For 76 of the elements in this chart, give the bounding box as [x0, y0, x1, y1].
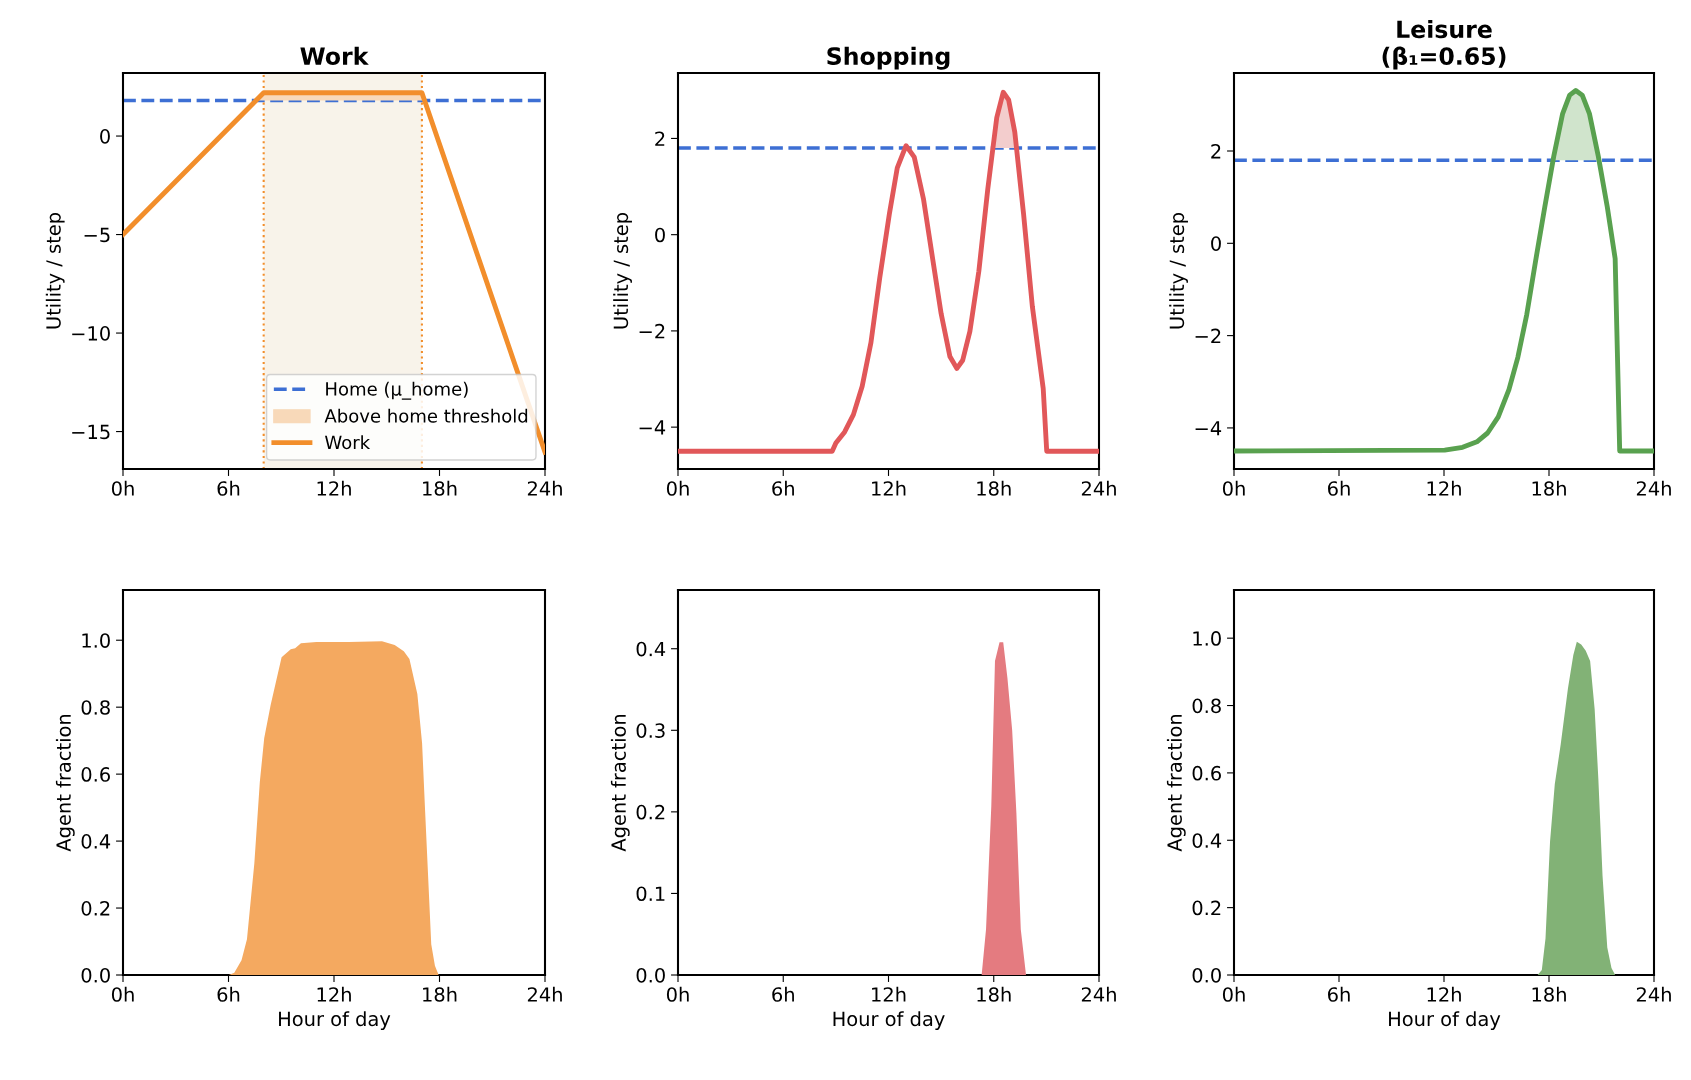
- y-tick-label: 1.0: [82, 633, 110, 648]
- x-tick-label: 0h: [666, 480, 689, 496]
- x-axis-title: Hour of day: [279, 1011, 391, 1030]
- x-axis-title: Hour of day: [1389, 1011, 1501, 1030]
- y-tick-label: 0.6: [1192, 765, 1221, 781]
- y-tick-label: 2: [655, 131, 665, 146]
- y-tick-label: 2: [1211, 143, 1221, 159]
- y-tick-label: 0.0: [1192, 967, 1221, 983]
- x-tick-label: 12h: [1427, 480, 1461, 496]
- x-tick-label: 12h: [872, 986, 906, 1002]
- y-tick-label: −4: [639, 420, 666, 435]
- x-tick-label: 18h: [1532, 986, 1566, 1002]
- x-tick-label: 0h: [111, 480, 134, 496]
- y-tick-label: −4: [1195, 421, 1222, 436]
- y-axis-title: Agent fraction: [55, 714, 75, 852]
- x-tick-label: 0h: [666, 986, 689, 1002]
- y-tick-label: 0.1: [636, 886, 665, 902]
- x-tick-label: 6h: [772, 480, 794, 496]
- x-tick-label: 6h: [1328, 986, 1350, 1002]
- x-tick-label: 0h: [1222, 986, 1245, 1002]
- y-axis-title: Agent fraction: [1166, 714, 1186, 852]
- y-tick-label: 0: [100, 129, 110, 144]
- y-axis-title: Utility / step: [45, 212, 65, 329]
- y-tick-label: 0.8: [1192, 698, 1221, 714]
- x-tick-label: 24h: [1636, 480, 1671, 496]
- y-axis-title: Utility / step: [613, 212, 632, 329]
- x-tick-label: 24h: [1081, 480, 1116, 496]
- y-tick-label: 0: [655, 227, 665, 243]
- x-tick-label: 18h: [977, 480, 1011, 496]
- y-axis-title: Agent fraction: [610, 714, 630, 852]
- legend-label: Work: [325, 435, 371, 450]
- y-tick-label: 0: [1211, 236, 1221, 251]
- line-series: [1234, 88, 1654, 454]
- x-tick-label: 12h: [1427, 986, 1461, 1002]
- x-tick-label: 24h: [527, 480, 562, 496]
- x-axis-title: Hour of day: [833, 1011, 945, 1030]
- x-tick-label: 6h: [772, 986, 794, 1002]
- y-tick-label: 0.4: [636, 641, 666, 657]
- y-tick-label: −15: [72, 424, 110, 440]
- chart-title: Leisure (β₁=0.65): [1382, 19, 1506, 70]
- x-tick-label: 12h: [317, 480, 351, 496]
- y-tick-label: 0.4: [1192, 833, 1222, 848]
- x-tick-label: 6h: [217, 986, 240, 1002]
- x-tick-label: 0h: [1222, 480, 1245, 496]
- y-tick-label: 0.2: [636, 804, 665, 820]
- x-tick-label: 18h: [423, 986, 457, 1002]
- y-tick-label: 0.3: [636, 723, 665, 738]
- x-tick-label: 12h: [317, 986, 351, 1002]
- y-tick-label: −2: [1195, 328, 1221, 343]
- legend-label: Above home threshold: [324, 408, 528, 423]
- x-tick-label: 0h: [111, 986, 134, 1002]
- line-series: [678, 89, 1099, 454]
- x-tick-label: 12h: [872, 480, 906, 496]
- y-tick-label: 0.2: [81, 901, 110, 916]
- x-tick-label: 24h: [1636, 986, 1671, 1002]
- y-axis-title: Utility / step: [1169, 212, 1188, 329]
- x-tick-label: 24h: [527, 986, 562, 1002]
- y-tick-label: 0.0: [636, 967, 665, 983]
- x-tick-label: 18h: [977, 986, 1011, 1002]
- y-tick-label: −10: [72, 326, 110, 341]
- y-tick-label: 0.4: [81, 834, 111, 849]
- legend-label: Home (μ_home): [326, 381, 468, 400]
- x-tick-label: 6h: [217, 480, 240, 496]
- x-tick-label: 24h: [1081, 986, 1116, 1002]
- y-tick-label: 0.8: [81, 700, 110, 715]
- y-tick-label: −5: [84, 227, 110, 243]
- chart-title: Shopping: [827, 46, 950, 70]
- chart-title: Work: [300, 46, 369, 65]
- x-tick-label: 6h: [1328, 480, 1350, 496]
- y-tick-label: 1.0: [1193, 631, 1221, 646]
- y-tick-label: −2: [639, 323, 665, 339]
- y-tick-label: 0.2: [1192, 900, 1221, 916]
- y-tick-label: 0.0: [81, 967, 110, 983]
- y-tick-label: 0.6: [81, 767, 110, 782]
- x-tick-label: 18h: [423, 480, 457, 496]
- x-tick-label: 18h: [1532, 480, 1566, 496]
